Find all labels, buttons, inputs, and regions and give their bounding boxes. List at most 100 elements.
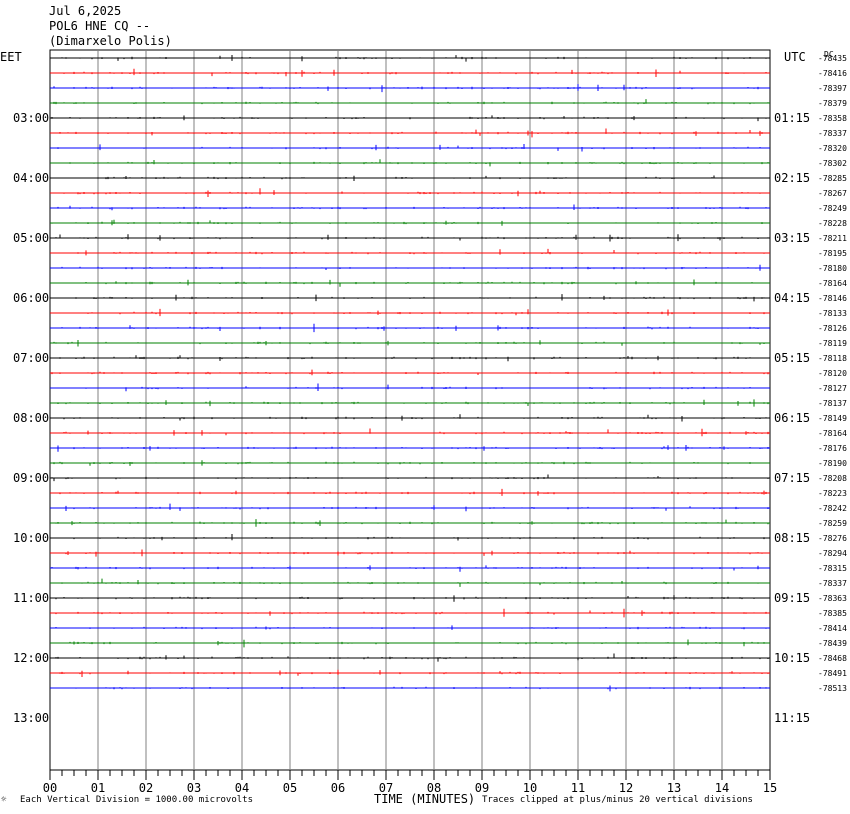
trace-noise — [51, 669, 769, 677]
trace-row — [50, 84, 770, 93]
right-timezone-label: UTC — [784, 50, 806, 64]
trace-row — [50, 369, 770, 376]
trace-row — [50, 219, 770, 226]
station-location: (Dimarxelo Polis) — [49, 34, 172, 48]
trace-row — [50, 340, 770, 347]
dc-offset-label: -78249 — [818, 204, 847, 213]
dc-offset-label: -78133 — [818, 309, 847, 318]
dc-offset-label: -78149 — [818, 414, 847, 423]
trace-noise — [51, 248, 769, 256]
trace-noise — [51, 534, 769, 541]
trace-row — [50, 428, 770, 437]
trace-row — [50, 159, 770, 167]
trace-noise — [51, 234, 769, 242]
x-tick-label: 09 — [475, 781, 489, 795]
trace-row — [50, 175, 770, 181]
trace-noise — [51, 99, 769, 105]
dc-offset-label: -78164 — [818, 429, 847, 438]
trace-noise — [51, 445, 769, 452]
right-hour-label: 08:15 — [774, 531, 810, 545]
trace-noise — [51, 383, 769, 392]
trace-row — [50, 519, 770, 527]
trace-row — [50, 399, 770, 407]
trace-noise — [51, 549, 769, 557]
trace-noise — [51, 188, 769, 197]
dc-header-label: DC — [824, 50, 834, 59]
trace-noise — [51, 595, 769, 602]
trace-row — [50, 99, 770, 105]
clip-note: Traces clipped at plus/minus 20 vertical… — [482, 795, 753, 805]
trace-noise — [51, 578, 767, 587]
left-hour-label: 04:00 — [13, 171, 49, 185]
dc-offset-label: -78127 — [818, 384, 847, 393]
dc-offset-label: -78211 — [818, 234, 847, 243]
dc-offset-label: -78363 — [818, 594, 847, 603]
trace-row — [50, 264, 770, 271]
trace-noise — [51, 653, 769, 662]
dc-offset-label: -78267 — [818, 189, 847, 198]
trace-noise — [51, 264, 769, 271]
right-hour-label: 09:15 — [774, 591, 810, 605]
dc-offset-label: -78126 — [818, 324, 847, 333]
x-tick-label: 00 — [43, 781, 57, 795]
trace-noise — [51, 115, 769, 122]
trace-row — [50, 578, 770, 587]
x-tick-label: 02 — [139, 781, 153, 795]
plot-grid — [49, 49, 771, 780]
dc-offset-label: -78180 — [818, 264, 847, 273]
dc-offset-label: -78397 — [818, 84, 847, 93]
right-hour-label: 03:15 — [774, 231, 810, 245]
left-hour-label: 05:00 — [13, 231, 49, 245]
trace-row — [50, 188, 770, 197]
right-hour-label: 02:15 — [774, 171, 810, 185]
dc-offset-label: -78320 — [818, 144, 847, 153]
right-hour-label: 10:15 — [774, 651, 810, 665]
dc-offset-label: -78208 — [818, 474, 847, 483]
trace-row — [50, 248, 770, 256]
trace-row — [50, 414, 770, 422]
trace-noise — [51, 308, 769, 317]
trace-row — [50, 460, 770, 466]
trace-row — [50, 488, 770, 496]
trace-noise — [51, 685, 769, 692]
trace-row — [50, 144, 770, 152]
trace-row — [50, 653, 770, 662]
trace-noise — [51, 639, 769, 648]
trace-row — [50, 534, 770, 541]
x-tick-label: 03 — [187, 781, 201, 795]
trace-noise — [51, 144, 767, 152]
trace-row — [50, 549, 770, 557]
dc-offset-label: -78228 — [818, 219, 847, 228]
x-tick-label: 06 — [331, 781, 345, 795]
trace-row — [50, 355, 770, 362]
dc-offset-label: -78416 — [818, 69, 847, 78]
trace-noise — [51, 219, 769, 226]
left-hour-label: 12:00 — [13, 651, 49, 665]
dc-offset-label: -78491 — [818, 669, 847, 678]
trace-noise — [51, 474, 769, 482]
trace-row — [50, 204, 770, 211]
left-timezone-label: EET — [0, 50, 22, 64]
right-hour-label: 07:15 — [774, 471, 810, 485]
left-hour-label: 09:00 — [13, 471, 49, 485]
dc-offset-label: -78195 — [818, 249, 847, 258]
trace-noise — [51, 84, 769, 93]
station-code: POL6 HNE CQ -- — [49, 19, 151, 33]
dc-offset-label: -78285 — [818, 174, 847, 183]
dc-offset-label: -78385 — [818, 609, 847, 618]
left-hour-label: 13:00 — [13, 711, 49, 725]
trace-noise — [51, 625, 769, 630]
trace-row — [50, 639, 770, 648]
x-tick-label: 01 — [91, 781, 105, 795]
trace-row — [50, 474, 770, 482]
right-hour-label: 01:15 — [774, 111, 810, 125]
trace-row — [50, 503, 770, 512]
dc-offset-label: -78164 — [818, 279, 847, 288]
dc-offset-label: -78259 — [818, 519, 847, 528]
trace-noise — [51, 279, 769, 287]
trace-noise — [51, 608, 769, 618]
trace-noise — [51, 503, 769, 512]
trace-row — [50, 279, 770, 287]
trace-row — [50, 625, 770, 630]
trace-noise — [51, 488, 769, 496]
